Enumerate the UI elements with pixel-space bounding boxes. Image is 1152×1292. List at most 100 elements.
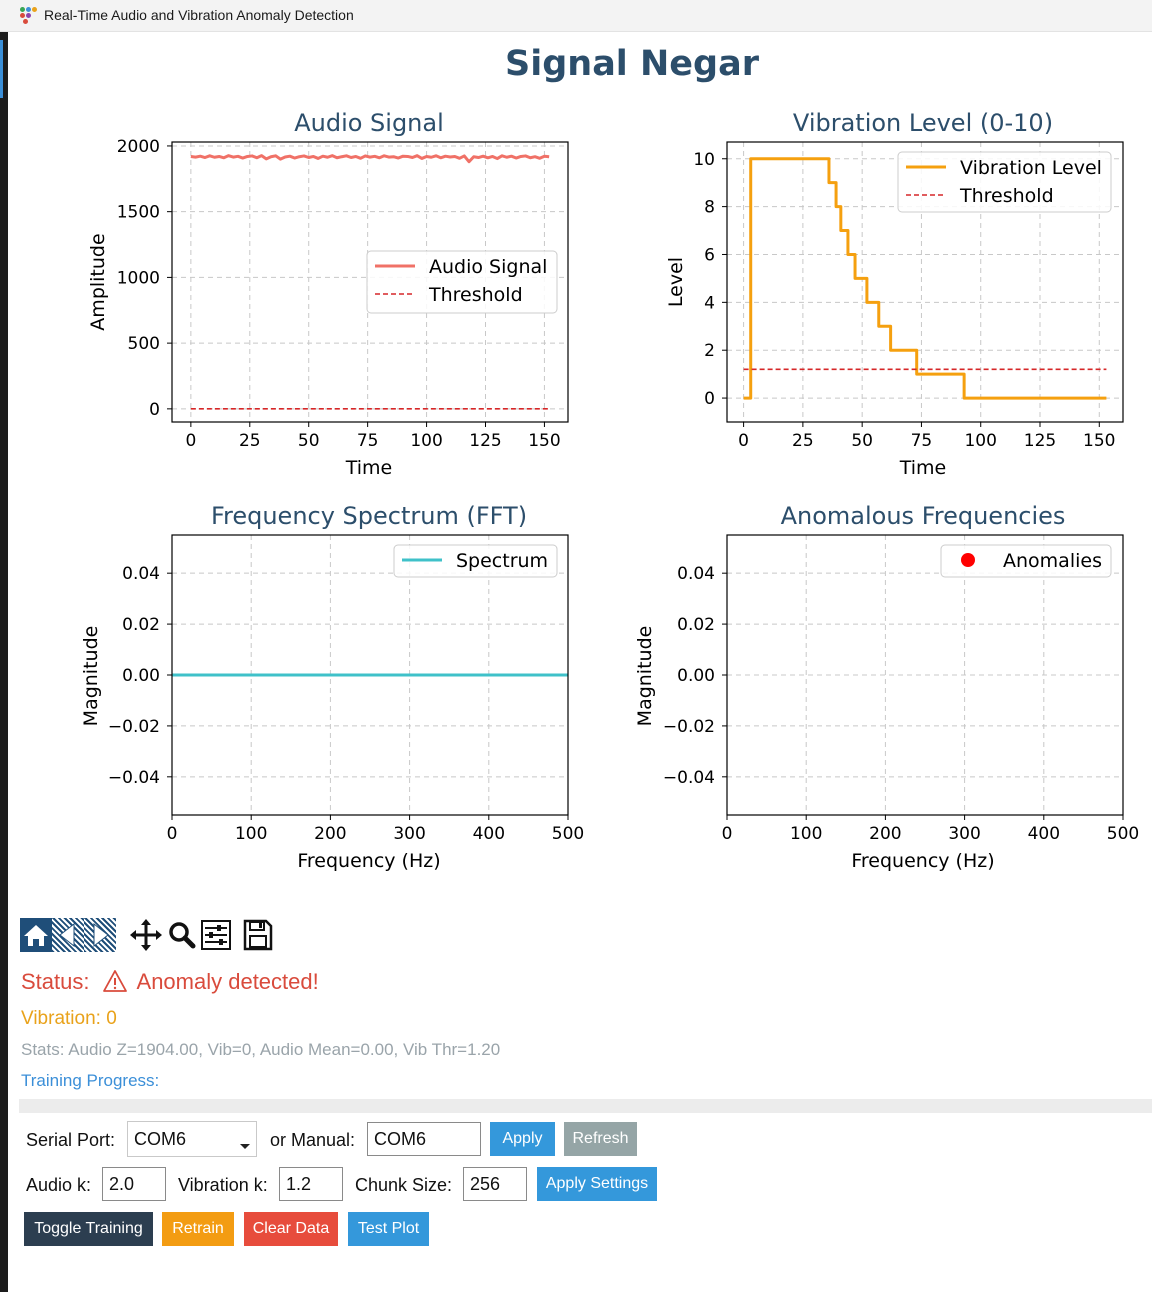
legend-label: Audio Signal xyxy=(429,256,547,278)
legend-box xyxy=(940,544,1112,578)
legend-label: Spectrum xyxy=(456,550,548,572)
axes-frame xyxy=(726,141,1124,423)
legend-box xyxy=(393,544,558,578)
y-tick-label: 4 xyxy=(704,293,715,313)
y-tick-label: 2 xyxy=(704,341,715,361)
y-axis-label: Magnitude xyxy=(80,626,102,727)
x-tick-label: 125 xyxy=(469,431,501,451)
refresh-button[interactable]: Refresh xyxy=(564,1122,637,1156)
y-axis-label: Magnitude xyxy=(634,626,656,727)
audio-k-input[interactable]: 2.0 xyxy=(102,1167,166,1201)
x-tick-label: 100 xyxy=(790,824,822,844)
x-tick-label: 0 xyxy=(167,824,178,844)
test-plot-button[interactable]: Test Plot xyxy=(348,1212,429,1246)
y-tick-label: 8 xyxy=(704,198,715,218)
forward-icon[interactable] xyxy=(84,918,116,952)
chevron-down-icon xyxy=(240,1144,250,1149)
x-tick-label: 500 xyxy=(552,824,584,844)
x-tick-label: 200 xyxy=(869,824,901,844)
chunk-size-input[interactable]: 256 xyxy=(463,1167,527,1201)
window-titlebar: Real-Time Audio and Vibration Anomaly De… xyxy=(0,0,1152,32)
warning-icon xyxy=(102,969,128,999)
status-line: Status: Anomaly detected! xyxy=(21,969,319,999)
legend-marker xyxy=(961,553,975,567)
x-tick-label: 75 xyxy=(357,431,379,451)
legend-label: Anomalies xyxy=(1003,550,1102,572)
x-tick-label: 75 xyxy=(911,431,933,451)
x-tick-label: 400 xyxy=(473,824,505,844)
x-tick-label: 0 xyxy=(738,431,749,451)
x-tick-label: 0 xyxy=(185,431,196,451)
y-tick-label: 0.04 xyxy=(122,564,160,584)
legend-label: Threshold xyxy=(428,284,523,306)
x-axis-label: Frequency (Hz) xyxy=(851,850,994,872)
app-icon xyxy=(19,6,37,24)
vibration-readout: Vibration: 0 xyxy=(21,1008,117,1029)
serial-port-select[interactable]: COM6 xyxy=(127,1121,257,1157)
x-tick-label: 200 xyxy=(314,824,346,844)
apply-button[interactable]: Apply xyxy=(490,1122,555,1156)
y-tick-label: 0.04 xyxy=(677,564,715,584)
vibration-k-input[interactable]: 1.2 xyxy=(279,1167,343,1201)
chart-2-axes: 0 100 200 300 400 500 0.04 0.02 0.00 −0.02 −0.04 Sp… xyxy=(108,534,584,844)
y-tick-label: 0 xyxy=(149,400,160,420)
toggle-training-button[interactable]: Toggle Training xyxy=(24,1212,153,1246)
home-icon[interactable] xyxy=(20,918,52,952)
manual-port-input[interactable]: COM6 xyxy=(367,1122,481,1156)
pan-icon[interactable] xyxy=(130,918,162,952)
x-tick-label: 50 xyxy=(851,431,873,451)
x-tick-label: 500 xyxy=(1107,824,1139,844)
training-progress-label: Training Progress: xyxy=(21,1071,160,1090)
x-tick-label: 300 xyxy=(393,824,425,844)
clear-data-button[interactable]: Clear Data xyxy=(244,1212,338,1246)
apply-settings-button[interactable]: Apply Settings xyxy=(537,1167,657,1201)
axes-frame xyxy=(171,141,569,423)
x-tick-label: 100 xyxy=(964,431,996,451)
y-tick-label: −0.04 xyxy=(108,768,160,788)
chart-1-axes: 0 25 50 75 100 125 150 0 2 4 6 8 10 Vibration Level Th… xyxy=(693,141,1124,451)
zoom-icon[interactable] xyxy=(166,918,198,952)
y-tick-label: −0.02 xyxy=(663,717,715,737)
stats-line: Stats: Audio Z=1904.00, Vib=0, Audio Mea… xyxy=(21,1040,501,1059)
save-icon[interactable] xyxy=(242,918,274,952)
y-tick-label: 0.00 xyxy=(122,666,160,686)
retrain-button[interactable]: Retrain xyxy=(162,1212,234,1246)
matplotlib-figure[interactable]: Audio Signal Time Amplitude Vibration Le… xyxy=(0,0,1152,900)
y-tick-label: 1000 xyxy=(117,268,160,288)
x-tick-label: 400 xyxy=(1028,824,1060,844)
back-icon[interactable] xyxy=(52,918,84,952)
x-axis-label: Frequency (Hz) xyxy=(297,850,440,872)
y-tick-label: −0.04 xyxy=(663,768,715,788)
y-axis-label: Amplitude xyxy=(87,233,109,330)
y-tick-label: 6 xyxy=(704,245,715,265)
legend-label: Vibration Level xyxy=(960,157,1102,179)
y-tick-label: 0 xyxy=(704,389,715,409)
chunk-size-label: Chunk Size: xyxy=(355,1175,453,1195)
y-tick-label: 500 xyxy=(128,334,160,354)
status-label: Status: xyxy=(21,969,90,994)
x-tick-label: 150 xyxy=(528,431,560,451)
x-tick-label: 25 xyxy=(239,431,261,451)
y-axis-label: Level xyxy=(665,257,687,307)
training-progress-bar xyxy=(19,1099,1152,1113)
x-axis-label: Time xyxy=(899,457,947,479)
y-tick-label: 0.02 xyxy=(122,615,160,635)
x-tick-label: 300 xyxy=(948,824,980,844)
y-tick-label: 0.00 xyxy=(677,666,715,686)
page-title: Signal Negar xyxy=(505,44,759,84)
plot-title: Frequency Spectrum (FFT) xyxy=(211,502,527,530)
plot-anomalous-frequencies: Anomalous Frequencies Frequency (Hz) Mag… xyxy=(634,502,1065,872)
x-axis-label: Time xyxy=(345,457,393,479)
plot-frequency-spectrum: Frequency Spectrum (FFT) Frequency (Hz) … xyxy=(80,502,527,872)
configure-subplots-icon[interactable] xyxy=(200,918,232,952)
plot-vibration-level: Vibration Level (0-10) Time Level xyxy=(665,109,1053,479)
manual-port-label: or Manual: xyxy=(270,1130,356,1150)
plot-title: Anomalous Frequencies xyxy=(781,502,1066,530)
x-tick-label: 125 xyxy=(1024,431,1056,451)
y-tick-label: 10 xyxy=(693,150,715,170)
status-text: Anomaly detected! xyxy=(136,969,319,994)
plot-audio-signal: Audio Signal Time Amplitude xyxy=(87,109,444,479)
x-tick-label: 25 xyxy=(792,431,814,451)
chart-3-axes: 0 100 200 300 400 500 0.04 0.02 0.00 −0.02 −0.04 An… xyxy=(663,534,1139,844)
